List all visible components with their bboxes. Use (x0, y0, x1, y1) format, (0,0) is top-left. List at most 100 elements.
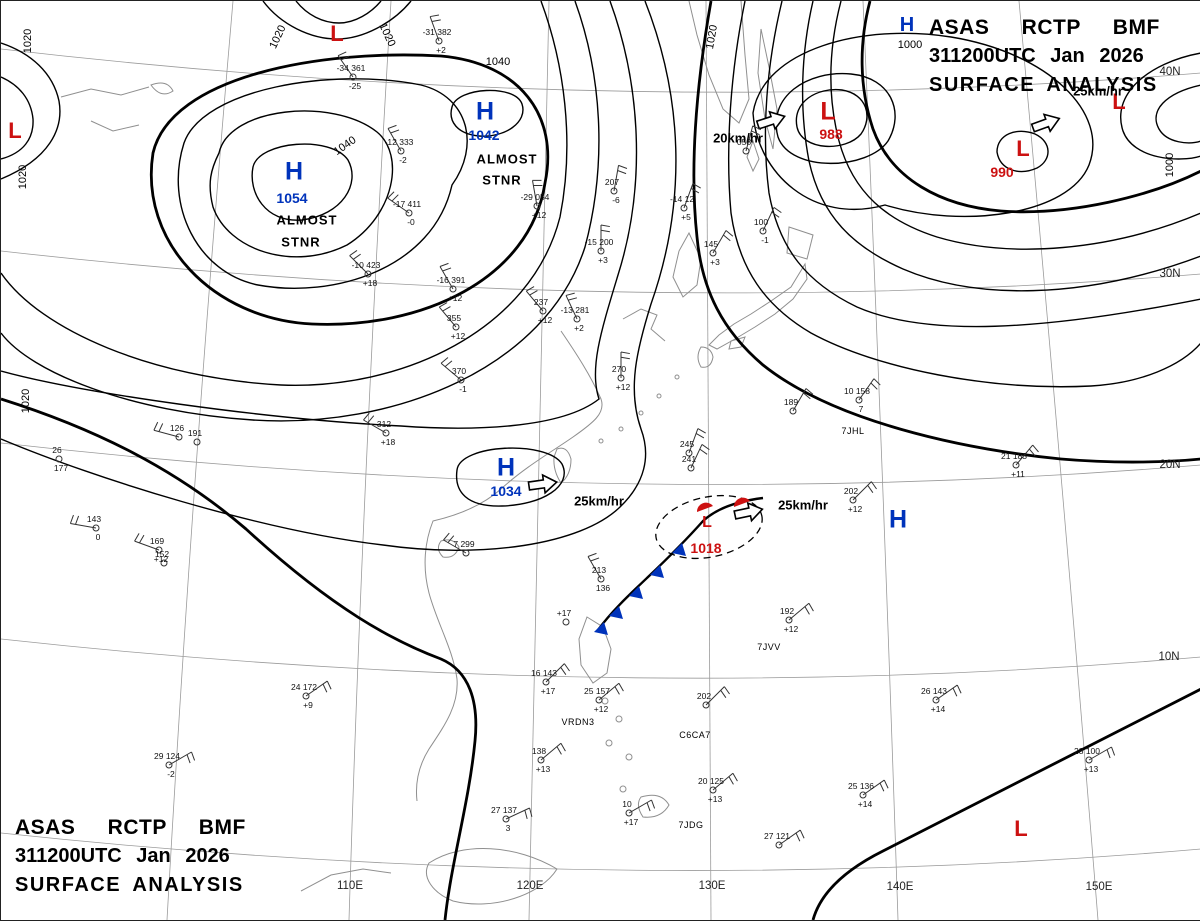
title-block-bottom-left: ASAS RCTP BMF 311200UTC Jan 2026 SURFACE… (15, 813, 273, 900)
station-observation: 7 299 (453, 539, 475, 549)
station-circle (597, 575, 605, 583)
station-observation: -31 382 (422, 27, 452, 37)
chart-type: SURFACE ANALYSIS (929, 74, 1158, 96)
coastline-ryukyu (656, 393, 662, 399)
station-observation: +12 (615, 382, 631, 392)
isobar-1048 (209, 110, 394, 258)
coastline-taiwan (553, 447, 572, 484)
station-observation: 355 (446, 313, 462, 323)
isobar-label: 1020 (22, 28, 34, 54)
chart-type: SURFACE ANALYSIS (15, 874, 244, 896)
ship-callsign: 7JDG (678, 820, 704, 830)
longitude-label: 110E (336, 880, 364, 892)
station-observation: +12 (593, 704, 609, 714)
station-circle (709, 786, 717, 794)
station-observation: -6 (612, 195, 620, 205)
station-observation: +13 (535, 764, 551, 774)
isobar-label: 1000 (897, 39, 923, 51)
station-circle (595, 696, 603, 704)
ship-callsign: VRDN3 (561, 717, 595, 727)
wind-barb (745, 125, 762, 152)
pressure-center-value: 990 (990, 164, 1014, 180)
coastline-ryukyu (598, 438, 604, 444)
wind-barb (613, 164, 628, 192)
isobar-1012 (764, 1, 1200, 328)
station-observation: 3 (505, 823, 511, 833)
coastline-hokkaido (786, 226, 814, 260)
wind-barb (858, 378, 881, 401)
station-observation: 28 100 (1074, 746, 1100, 756)
isobar-label: 1040 (485, 56, 511, 68)
station-circle (859, 791, 867, 799)
parallel-30n (1, 250, 1200, 294)
station-circle (160, 559, 168, 567)
coastline-kamchatka (688, 1, 750, 124)
station-observation: +18 (380, 437, 396, 447)
longitude-label: 120E (516, 880, 544, 892)
station-circle (537, 756, 545, 764)
wind-barb (935, 684, 962, 701)
isobar-1016 (727, 1, 1200, 388)
wind-barb (305, 680, 332, 697)
station-observation: 100 (753, 217, 769, 227)
isobar-top-low-1020 (262, 1, 412, 40)
station-observation: +18 (362, 278, 378, 288)
coastline-mindanao (637, 794, 670, 818)
pressure-center-value: 988 (819, 126, 843, 142)
station-observation: -1 (761, 235, 769, 245)
station-observation: 143 (86, 514, 102, 524)
station-observation: 058 (736, 137, 752, 147)
wind-barb (134, 533, 160, 551)
high-pressure-symbol: H (496, 453, 516, 482)
station-observation: +12 (153, 554, 169, 564)
wind-barb (443, 532, 467, 554)
movement-arrow (527, 473, 559, 495)
wind-barb (505, 807, 533, 820)
station-observation: +5 (681, 212, 691, 222)
wind-barb (1088, 746, 1116, 761)
isobar-1032 (1, 1, 600, 422)
meridian-150e (1018, 1, 1099, 920)
station-observation: +17 (623, 817, 639, 827)
station-observation: +14 (930, 704, 946, 714)
isobar-corner-low (1120, 52, 1200, 160)
station-observation: +13 (707, 794, 723, 804)
station-circle (533, 202, 541, 210)
movement-speed-annotation: 20km/hr (713, 130, 763, 146)
coastline-kyushu (697, 346, 714, 368)
station-observation: 213 (591, 565, 607, 575)
isobar-1020-south (811, 687, 1200, 920)
coastline-ryukyu (638, 410, 644, 416)
movement-speed-annotation: 25km/hr (778, 497, 828, 513)
isobar-label: 1020 (20, 388, 32, 414)
center-motion-note: STNR (281, 234, 321, 250)
station-circle (155, 546, 163, 554)
station-observation: 191 (187, 428, 203, 438)
isobar-1028 (1, 1, 638, 429)
station-observation: 189 (783, 397, 799, 407)
wind-barb (712, 772, 738, 791)
station-observation: -12 333 (384, 137, 414, 147)
station-circle (457, 376, 465, 384)
isobar-990-loop (996, 130, 1049, 173)
station-observation: 202 (843, 486, 859, 496)
station-observation: 126 (169, 423, 185, 433)
movement-arrow (733, 501, 764, 523)
station-observation: 202 (696, 691, 712, 701)
parallel-0n (1, 832, 1200, 871)
isobar-topleft-low-outer (1, 42, 61, 180)
wind-barb (688, 428, 706, 454)
station-observation: 29 124 (154, 751, 180, 761)
low-pressure-symbol: L (702, 514, 712, 531)
isobar-1008 (801, 1, 1200, 292)
station-circle (759, 227, 767, 235)
coastline-siberia (60, 86, 150, 98)
title-block-top-right: ASAS RCTP BMF 311200UTC Jan 2026 SURFACE… (929, 13, 1187, 100)
low-pressure-symbol: L (330, 21, 344, 46)
isobar-label: 1020 (267, 23, 289, 51)
station-observation: -13 281 (560, 305, 590, 315)
wind-barb (387, 191, 410, 214)
station-circle (849, 496, 857, 504)
